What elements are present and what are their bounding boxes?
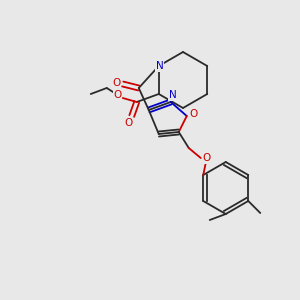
Text: O: O: [112, 78, 121, 88]
Text: N: N: [169, 90, 177, 100]
Text: O: O: [202, 153, 211, 163]
Text: O: O: [114, 90, 122, 100]
Text: O: O: [190, 109, 198, 119]
Text: N: N: [156, 61, 164, 71]
Text: O: O: [124, 118, 133, 128]
